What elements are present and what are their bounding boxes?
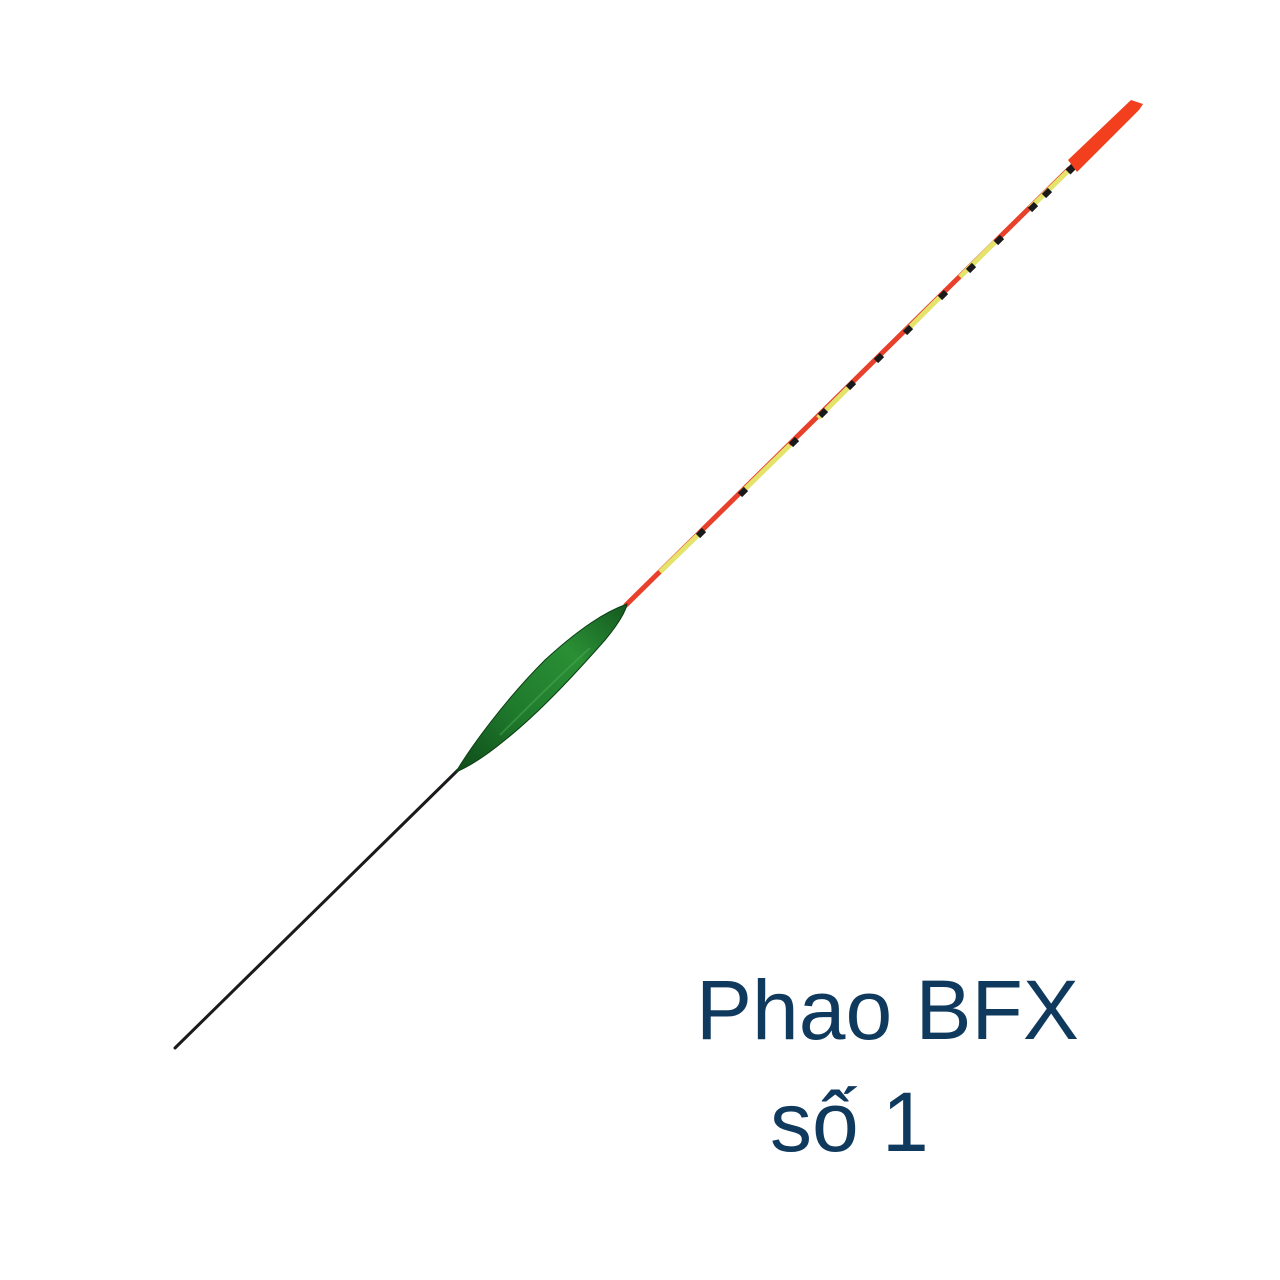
- float-antenna: [623, 163, 1077, 608]
- float-tip: [1068, 100, 1143, 172]
- float-stem: [173, 768, 460, 1050]
- product-name-line-1: Phao BFX: [696, 963, 1079, 1057]
- float-body-highlight: [499, 647, 591, 736]
- float-body: [454, 603, 628, 774]
- product-name-line-2: số 1: [770, 1075, 929, 1169]
